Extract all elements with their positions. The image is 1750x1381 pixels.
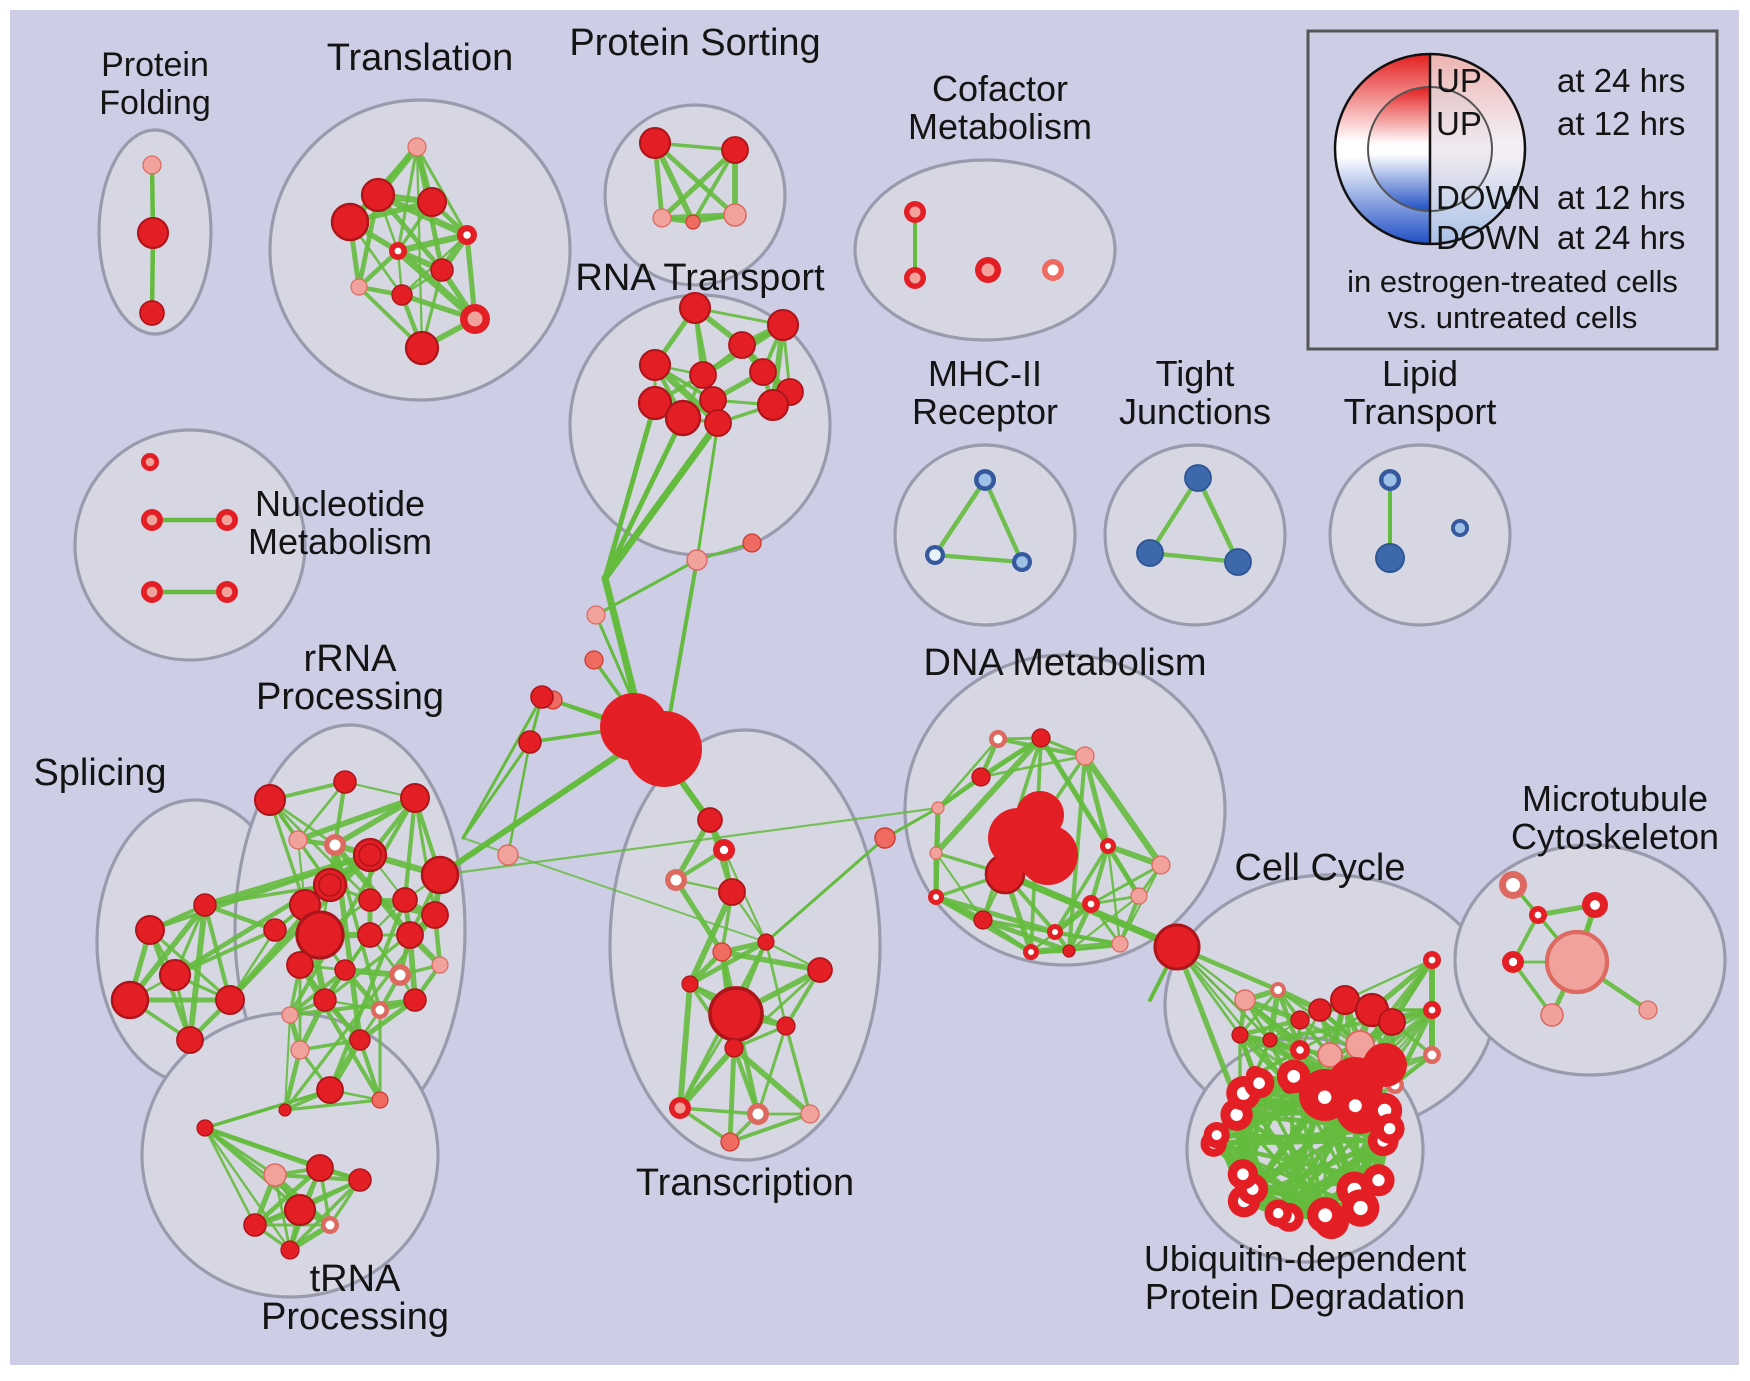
svg-text:Tight: Tight — [1156, 353, 1235, 394]
svg-text:Folding: Folding — [99, 84, 211, 122]
svg-text:Cytoskeleton: Cytoskeleton — [1511, 816, 1719, 857]
svg-text:Processing: Processing — [261, 1296, 449, 1338]
svg-text:Metabolism: Metabolism — [908, 106, 1092, 147]
svg-text:Metabolism: Metabolism — [248, 521, 432, 562]
svg-text:Receptor: Receptor — [912, 391, 1058, 432]
svg-text:Cofactor: Cofactor — [932, 68, 1068, 109]
svg-text:at 12 hrs: at 12 hrs — [1557, 179, 1685, 216]
svg-text:at 12 hrs: at 12 hrs — [1557, 105, 1685, 142]
svg-text:Protein Sorting: Protein Sorting — [569, 22, 820, 64]
svg-text:at 24 hrs: at 24 hrs — [1557, 219, 1685, 256]
svg-text:DNA Metabolism: DNA Metabolism — [924, 642, 1207, 684]
svg-text:Ubiquitin-dependent: Ubiquitin-dependent — [1144, 1238, 1466, 1279]
svg-text:Processing: Processing — [256, 676, 444, 718]
svg-text:DOWN: DOWN — [1436, 179, 1540, 216]
svg-text:UP: UP — [1436, 105, 1482, 142]
svg-text:at 24 hrs: at 24 hrs — [1557, 62, 1685, 99]
svg-text:Transcription: Transcription — [636, 1162, 854, 1204]
svg-text:Lipid: Lipid — [1382, 353, 1458, 394]
svg-text:Transport: Transport — [1344, 391, 1497, 432]
svg-text:RNA Transport: RNA Transport — [575, 257, 825, 299]
svg-text:Splicing: Splicing — [33, 752, 166, 794]
svg-text:Translation: Translation — [327, 37, 514, 79]
svg-text:MHC-II: MHC-II — [928, 353, 1042, 394]
svg-text:Protein Degradation: Protein Degradation — [1145, 1276, 1465, 1317]
svg-text:Cell Cycle: Cell Cycle — [1234, 847, 1405, 889]
svg-text:vs. untreated cells: vs. untreated cells — [1388, 300, 1638, 335]
svg-text:tRNA: tRNA — [310, 1258, 401, 1300]
svg-text:Microtubule: Microtubule — [1522, 778, 1708, 819]
svg-text:DOWN: DOWN — [1436, 219, 1540, 256]
svg-text:in estrogen-treated cells: in estrogen-treated cells — [1347, 264, 1678, 299]
svg-text:Junctions: Junctions — [1119, 391, 1271, 432]
svg-text:Protein: Protein — [101, 46, 209, 84]
svg-text:Nucleotide: Nucleotide — [255, 483, 425, 524]
svg-text:rRNA: rRNA — [304, 638, 398, 680]
svg-text:UP: UP — [1436, 62, 1482, 99]
